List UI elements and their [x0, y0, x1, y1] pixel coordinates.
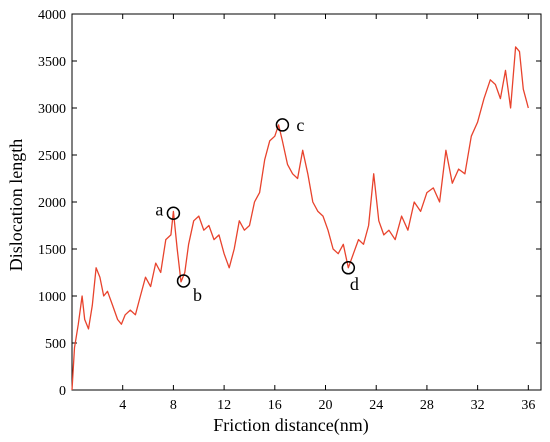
- annotation-layer: a b c d: [155, 115, 358, 305]
- x-tick-label: 36: [521, 398, 535, 413]
- y-tick-label: 2000: [38, 196, 66, 211]
- annotation-label-d: d: [350, 274, 359, 294]
- x-axis: 4 8 12 16 20 24 28 32 36: [119, 14, 535, 413]
- annotation-marker-d: [341, 261, 356, 275]
- y-axis-title: Dislocation length: [6, 139, 26, 271]
- y-tick-label: 2500: [38, 149, 66, 164]
- x-axis-title: Friction distance(nm): [213, 415, 368, 436]
- series-layer: [71, 46, 529, 391]
- x-tick-label: 8: [170, 398, 177, 413]
- x-tick-label: 4: [119, 398, 126, 413]
- plot-frame: [71, 13, 542, 391]
- x-tick-label: 16: [268, 398, 282, 413]
- y-tick-label: 3500: [38, 55, 66, 70]
- series-line: [71, 46, 529, 391]
- x-tick-label: 12: [217, 398, 231, 413]
- plot-border: [71, 13, 542, 391]
- annotation-label-b: b: [193, 285, 202, 305]
- annotation-marker-b: [176, 274, 191, 288]
- x-tick-label: 20: [319, 398, 333, 413]
- annotation-label-a: a: [155, 199, 163, 219]
- annotation-label-c: c: [296, 115, 304, 135]
- annotation-marker-a: [166, 206, 181, 221]
- y-axis: 0 500 1000 1500 2000 2500 3000 3500 4000: [38, 8, 541, 399]
- x-tick-label: 32: [471, 398, 485, 413]
- x-tick-label: 28: [420, 398, 434, 413]
- y-tick-label: 0: [59, 384, 66, 399]
- x-tick-label: 24: [369, 398, 383, 413]
- y-tick-label: 4000: [38, 8, 66, 23]
- y-tick-label: 1500: [38, 243, 66, 258]
- y-tick-label: 3000: [38, 102, 66, 117]
- y-tick-label: 1000: [38, 290, 66, 305]
- y-tick-label: 500: [45, 337, 66, 352]
- annotation-marker-c: [275, 118, 290, 132]
